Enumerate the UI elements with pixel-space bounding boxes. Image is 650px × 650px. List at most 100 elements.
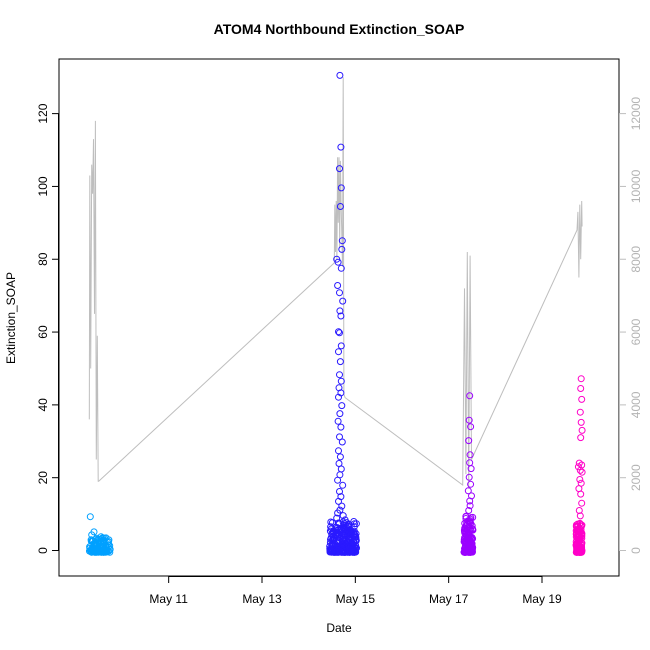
data-point xyxy=(337,143,345,151)
data-point xyxy=(105,541,112,549)
data-point xyxy=(337,342,345,350)
data-point xyxy=(92,540,100,548)
x-axis: May 11 May 13 May 15 May 17 May 19 xyxy=(149,576,562,606)
data-point xyxy=(466,451,474,459)
x-tick-label: May 15 xyxy=(336,592,376,606)
data-point xyxy=(466,392,474,400)
data-point xyxy=(465,416,473,424)
data-point xyxy=(334,476,342,484)
data-point xyxy=(336,329,343,337)
data-point xyxy=(337,423,345,431)
data-point xyxy=(462,515,470,522)
data-point xyxy=(352,533,360,541)
x-tick-label: May 11 xyxy=(149,592,188,606)
right-tick-label: 6000 xyxy=(629,318,643,345)
data-point xyxy=(336,453,344,461)
data-point xyxy=(336,358,344,366)
data-point xyxy=(86,513,94,521)
data-point xyxy=(466,497,474,505)
data-point xyxy=(577,490,585,498)
data-point xyxy=(336,410,344,418)
data-point xyxy=(339,297,347,305)
data-point xyxy=(339,481,347,489)
data-point xyxy=(90,528,98,536)
data-point xyxy=(341,516,349,524)
data-point xyxy=(576,408,584,416)
data-point xyxy=(326,546,334,554)
left-tick-label: 0 xyxy=(36,547,50,554)
data-point xyxy=(576,519,584,527)
data-point xyxy=(577,418,585,426)
data-point xyxy=(578,395,586,403)
secondary-line-layer xyxy=(88,77,583,489)
chart-title: ATOM4 Northbound Extinction_SOAP xyxy=(214,21,465,37)
data-point xyxy=(465,473,473,481)
data-point xyxy=(336,488,343,495)
data-point xyxy=(466,502,474,510)
data-point xyxy=(330,535,338,543)
data-point xyxy=(578,468,586,476)
data-point xyxy=(338,402,346,410)
series-2 xyxy=(326,71,360,556)
x-tick-label: May 13 xyxy=(242,592,282,606)
right-tick-label: 4000 xyxy=(629,391,643,418)
data-point xyxy=(577,375,585,383)
right-tick-label: 12000 xyxy=(629,97,643,131)
right-tick-label: 0 xyxy=(629,547,643,554)
data-point xyxy=(467,423,475,431)
x-tick-label: May 19 xyxy=(522,592,562,606)
data-point xyxy=(333,514,341,522)
data-point xyxy=(578,530,585,538)
left-tick-label: 40 xyxy=(36,398,50,412)
data-point xyxy=(577,523,585,531)
data-point xyxy=(334,258,342,266)
data-point xyxy=(578,426,586,434)
data-point xyxy=(335,447,342,455)
data-point xyxy=(578,499,586,507)
data-point xyxy=(340,520,348,528)
data-point xyxy=(339,512,347,520)
left-tick-label: 60 xyxy=(36,325,50,339)
data-point xyxy=(572,530,580,538)
data-point xyxy=(338,539,346,547)
data-point xyxy=(464,487,472,495)
right-tick-label: 10000 xyxy=(629,169,643,203)
data-point xyxy=(334,282,342,289)
data-point xyxy=(335,497,342,505)
right-y-axis: 0 2000 4000 6000 8000 10000 12000 xyxy=(619,97,643,554)
left-tick-label: 20 xyxy=(36,471,50,485)
data-point xyxy=(468,540,476,548)
x-axis-title: Date xyxy=(326,621,352,635)
data-point xyxy=(350,548,358,556)
secondary-series-line xyxy=(88,77,583,489)
left-y-axis: 0 20 40 60 80 100 120 xyxy=(36,103,59,554)
data-point xyxy=(98,543,106,551)
data-point xyxy=(576,476,584,483)
data-point xyxy=(574,463,582,471)
data-point xyxy=(465,526,473,534)
series-1 xyxy=(86,513,114,556)
scatter-points-layer xyxy=(86,71,586,556)
data-point xyxy=(461,544,469,552)
data-point xyxy=(336,307,344,315)
data-point xyxy=(333,527,341,535)
data-point xyxy=(327,525,335,533)
data-point xyxy=(465,507,473,514)
x-tick-label: May 17 xyxy=(429,592,469,606)
data-point xyxy=(97,548,105,556)
data-point xyxy=(335,328,342,336)
data-point xyxy=(572,521,580,529)
series-4 xyxy=(572,375,586,556)
right-tick-label: 2000 xyxy=(629,464,643,491)
data-point xyxy=(467,480,475,488)
right-tick-label: 8000 xyxy=(629,246,643,273)
data-point xyxy=(338,245,346,253)
data-point xyxy=(337,184,345,192)
data-point xyxy=(462,512,470,520)
data-point xyxy=(335,348,342,356)
data-point xyxy=(92,535,99,543)
data-point xyxy=(326,539,334,547)
data-point xyxy=(572,542,580,550)
data-point xyxy=(342,531,349,538)
